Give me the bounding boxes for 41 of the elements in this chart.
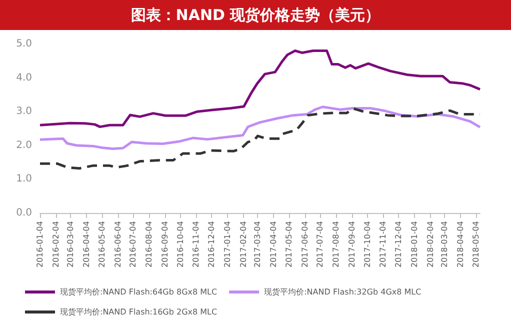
x-tick-label: 2018-01-04 (410, 221, 419, 268)
legend-label: 现货平均价:NAND Flash:16Gb 2Gx8 MLC (60, 308, 218, 316)
line-series (38, 106, 482, 150)
x-tick-label: 2017-11-04 (378, 221, 388, 268)
y-tick-label: 1.0 (16, 174, 32, 185)
x-tick-label: 2016-05-04 (97, 221, 106, 268)
y-tick-label: 5.0 (16, 38, 32, 50)
x-tick-label: 2018-04-04 (456, 221, 466, 268)
x-tick-label: 2017-09-04 (347, 221, 356, 268)
y-tick-label: 0.0 (16, 208, 32, 218)
x-tick-label: 2017-05-04 (284, 221, 294, 268)
x-tick-label: 2016-12-04 (207, 221, 216, 268)
x-tick-label: 2016-08-04 (144, 221, 154, 268)
line-series (38, 50, 482, 128)
x-tick-label: 2018-02-04 (426, 221, 435, 268)
x-tick-label: 2017-06-04 (300, 221, 310, 268)
x-tick-label: 2016-07-04 (128, 221, 138, 268)
legend-label: 现货平均价:NAND Flash:32Gb 4Gx8 MLC (264, 288, 422, 296)
x-tick-label: 2016-10-04 (176, 221, 185, 268)
x-tick-label: 2016-06-04 (113, 221, 122, 268)
x-tick-label: 2016-09-04 (160, 221, 170, 268)
x-tick-label: 2016-01-04 (36, 221, 44, 268)
x-tick-label: 2017-04-04 (269, 221, 278, 268)
x-tick-label: 2016-02-04 (51, 221, 60, 268)
x-tick-label: 2017-08-04 (332, 221, 341, 268)
x-tick-label: 2016-04-04 (82, 221, 92, 268)
x-tick-label: 2017-12-04 (394, 221, 404, 268)
legend-label: 现货平均价:NAND Flash:64Gb 8Gx8 MLC (60, 288, 218, 296)
x-tick-label: 2017-02-04 (238, 221, 248, 268)
chart-title: 图表：NAND 现货价格走势（美元） (0, 0, 511, 30)
x-tick-label: 2017-10-04 (362, 221, 372, 268)
x-tick-label: 2017-07-04 (316, 221, 325, 268)
x-tick-label: 2017-01-04 (222, 221, 232, 268)
y-tick-label: 2.0 (16, 140, 32, 151)
x-tick-label: 2016-11-04 (192, 221, 201, 268)
x-tick-label: 2018-03-04 (440, 221, 450, 268)
x-tick-label: 2016-03-04 (66, 221, 76, 268)
x-tick-label: 2018-05-04 (471, 221, 480, 268)
y-tick-label: 3.0 (16, 106, 32, 118)
x-tick-label: 2017-03-04 (253, 221, 262, 268)
y-tick-label: 4.0 (16, 72, 32, 84)
